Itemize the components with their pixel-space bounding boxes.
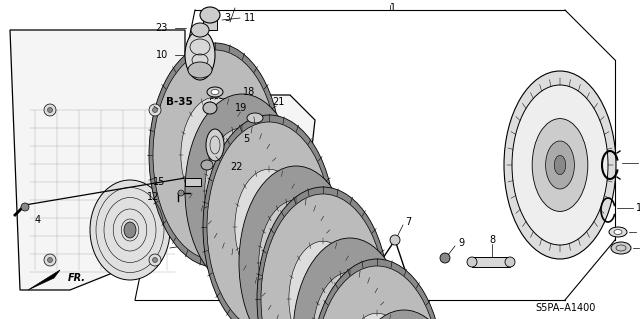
Ellipse shape xyxy=(505,257,515,267)
Ellipse shape xyxy=(211,90,219,94)
Ellipse shape xyxy=(178,190,184,196)
Text: 1: 1 xyxy=(390,3,396,13)
Text: B-35: B-35 xyxy=(166,97,193,107)
Ellipse shape xyxy=(313,272,387,319)
Ellipse shape xyxy=(124,222,136,238)
Polygon shape xyxy=(368,265,416,288)
Ellipse shape xyxy=(206,129,224,161)
Ellipse shape xyxy=(152,257,157,263)
Ellipse shape xyxy=(152,108,157,113)
Ellipse shape xyxy=(188,62,212,78)
Text: 7: 7 xyxy=(405,217,412,227)
Text: 5: 5 xyxy=(243,134,249,144)
Ellipse shape xyxy=(554,155,566,174)
Ellipse shape xyxy=(347,310,461,319)
Ellipse shape xyxy=(235,169,303,285)
Ellipse shape xyxy=(239,166,353,319)
Ellipse shape xyxy=(247,113,263,123)
Ellipse shape xyxy=(614,229,622,234)
Text: 22: 22 xyxy=(230,162,243,172)
Ellipse shape xyxy=(185,30,215,80)
Ellipse shape xyxy=(343,313,411,319)
Text: 2: 2 xyxy=(272,265,278,275)
Ellipse shape xyxy=(44,104,56,116)
Ellipse shape xyxy=(440,253,450,263)
Ellipse shape xyxy=(261,194,385,319)
Ellipse shape xyxy=(90,180,170,280)
Ellipse shape xyxy=(193,135,277,275)
Text: 14: 14 xyxy=(636,203,640,213)
Text: 10: 10 xyxy=(156,50,168,60)
Text: 9: 9 xyxy=(458,238,464,248)
Bar xyxy=(472,257,510,267)
Text: FR.: FR. xyxy=(68,273,86,283)
Ellipse shape xyxy=(504,71,616,259)
Ellipse shape xyxy=(311,259,443,319)
Text: 16: 16 xyxy=(639,227,640,237)
Ellipse shape xyxy=(275,226,317,300)
Ellipse shape xyxy=(333,276,343,284)
Ellipse shape xyxy=(375,272,385,282)
Ellipse shape xyxy=(21,203,29,211)
Text: 21: 21 xyxy=(272,97,284,107)
Text: 11: 11 xyxy=(244,13,256,23)
Polygon shape xyxy=(28,270,60,290)
Ellipse shape xyxy=(512,85,608,245)
Ellipse shape xyxy=(257,187,389,319)
Ellipse shape xyxy=(153,50,277,260)
Bar xyxy=(203,18,217,30)
Text: 2: 2 xyxy=(269,273,275,283)
Polygon shape xyxy=(10,30,315,290)
Ellipse shape xyxy=(611,242,631,254)
Ellipse shape xyxy=(609,227,627,237)
Text: 18: 18 xyxy=(243,87,255,97)
Ellipse shape xyxy=(214,170,256,240)
Ellipse shape xyxy=(315,266,439,319)
Ellipse shape xyxy=(203,115,335,319)
Ellipse shape xyxy=(200,7,220,23)
Ellipse shape xyxy=(289,241,357,319)
Ellipse shape xyxy=(149,104,161,116)
Ellipse shape xyxy=(390,235,400,245)
Ellipse shape xyxy=(316,274,324,282)
Bar xyxy=(185,178,201,186)
Ellipse shape xyxy=(149,254,161,266)
Ellipse shape xyxy=(181,97,249,213)
Text: 23: 23 xyxy=(156,23,168,33)
Text: 19: 19 xyxy=(235,103,247,113)
Text: 6: 6 xyxy=(306,255,312,265)
Ellipse shape xyxy=(205,128,279,254)
Ellipse shape xyxy=(532,119,588,211)
Ellipse shape xyxy=(293,238,407,319)
Ellipse shape xyxy=(226,189,244,220)
Text: 15: 15 xyxy=(152,177,165,187)
Bar xyxy=(210,98,255,120)
Text: 17: 17 xyxy=(334,301,346,311)
Ellipse shape xyxy=(545,141,575,189)
Ellipse shape xyxy=(467,257,477,267)
Text: 13: 13 xyxy=(387,287,399,297)
Ellipse shape xyxy=(47,108,52,113)
Ellipse shape xyxy=(185,94,299,288)
Ellipse shape xyxy=(259,200,333,319)
Ellipse shape xyxy=(201,160,213,170)
Ellipse shape xyxy=(207,122,331,319)
Text: S5PA–A1400: S5PA–A1400 xyxy=(535,303,595,313)
Text: 8: 8 xyxy=(489,235,495,245)
Ellipse shape xyxy=(203,102,217,114)
Ellipse shape xyxy=(328,298,372,319)
Text: 3: 3 xyxy=(224,13,230,23)
Ellipse shape xyxy=(220,154,264,228)
Ellipse shape xyxy=(191,23,209,37)
Text: 12: 12 xyxy=(147,192,159,202)
Ellipse shape xyxy=(47,257,52,263)
Ellipse shape xyxy=(44,254,56,266)
Ellipse shape xyxy=(207,87,223,97)
Ellipse shape xyxy=(149,43,281,267)
Text: 4: 4 xyxy=(35,215,41,225)
